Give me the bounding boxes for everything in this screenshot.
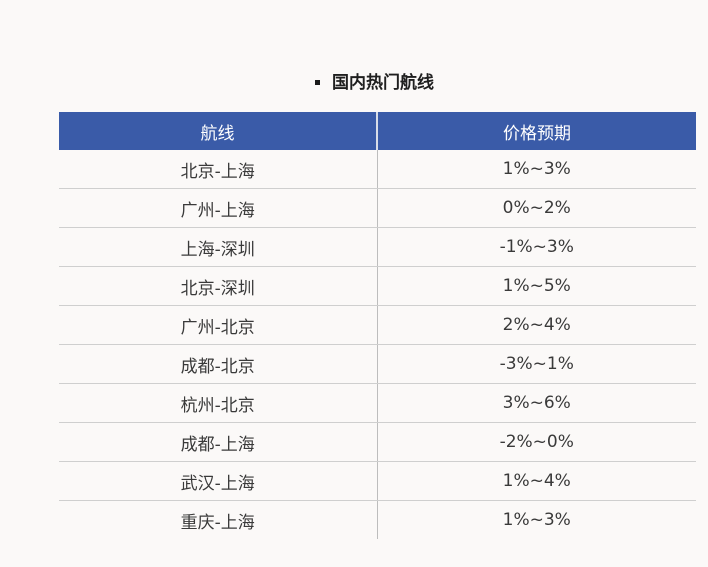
route-cell: 北京-深圳 (59, 266, 378, 306)
route-cell: 广州-上海 (59, 188, 378, 228)
table-row: 杭州-北京 3%~6% (59, 383, 696, 423)
price-cell: 1%~4% (377, 461, 696, 501)
route-cell: 广州-北京 (59, 305, 378, 345)
section-title-text: 国内热门航线 (332, 73, 434, 93)
bullet-icon (315, 80, 320, 85)
route-cell: 杭州-北京 (59, 383, 378, 423)
column-header-route: 航线 (59, 112, 378, 150)
price-cell: 1%~3% (377, 150, 696, 189)
price-cell: 1%~3% (502, 510, 571, 530)
table-row: 武汉-上海 1%~4% (59, 461, 696, 501)
table-row: 上海-深圳 -1%~3% (59, 227, 696, 267)
table-row: 成都-北京 -3%~1% (59, 344, 696, 384)
route-cell: 武汉-上海 (59, 461, 378, 501)
routes-table: 航线 价格预期 北京-上海 1%~3% 广州-上海 0%~2% 上海-深圳 -1… (59, 112, 696, 539)
section-title: 国内热门航线 (0, 71, 708, 95)
table-row: 重庆-上海 1%~3% (59, 500, 696, 539)
price-cell: 2%~4% (377, 305, 696, 345)
price-cell: 0%~2% (377, 188, 696, 228)
price-cell: -3%~1% (377, 344, 696, 384)
route-cell: 成都-北京 (59, 344, 378, 384)
price-cell: 1%~5% (377, 266, 696, 306)
table-row: 成都-上海 -2%~0% (59, 422, 696, 462)
price-cell: 3%~6% (377, 383, 696, 423)
route-cell: 上海-深圳 (59, 227, 378, 267)
table-row: 广州-北京 2%~4% (59, 305, 696, 345)
table-row: 北京-深圳 1%~5% (59, 266, 696, 306)
table-row: 广州-上海 0%~2% (59, 188, 696, 228)
route-cell: 北京-上海 (59, 150, 378, 189)
table-header-row: 航线 价格预期 (59, 112, 696, 150)
table-row: 北京-上海 1%~3% (59, 150, 696, 189)
price-cell: -1%~3% (377, 227, 696, 267)
route-cell: 成都-上海 (59, 422, 378, 462)
column-header-price: 价格预期 (377, 112, 696, 150)
route-cell: 重庆-上海 (59, 500, 378, 539)
price-cell: -2%~0% (377, 422, 696, 462)
